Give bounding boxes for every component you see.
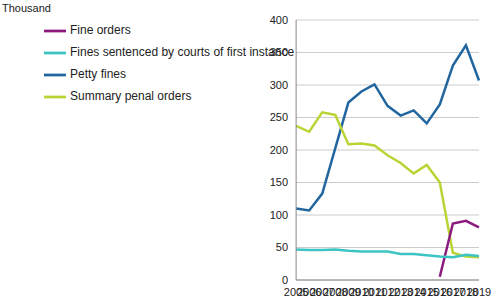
svg-text:400: 400: [270, 14, 288, 26]
svg-text:50: 50: [276, 241, 288, 253]
svg-text:2019: 2019: [467, 286, 483, 298]
svg-text:0: 0: [282, 274, 288, 286]
svg-text:200: 200: [270, 144, 288, 156]
svg-text:350: 350: [270, 46, 288, 58]
svg-text:300: 300: [270, 79, 288, 91]
svg-text:100: 100: [270, 209, 288, 221]
svg-text:150: 150: [270, 176, 288, 188]
svg-text:250: 250: [270, 111, 288, 123]
